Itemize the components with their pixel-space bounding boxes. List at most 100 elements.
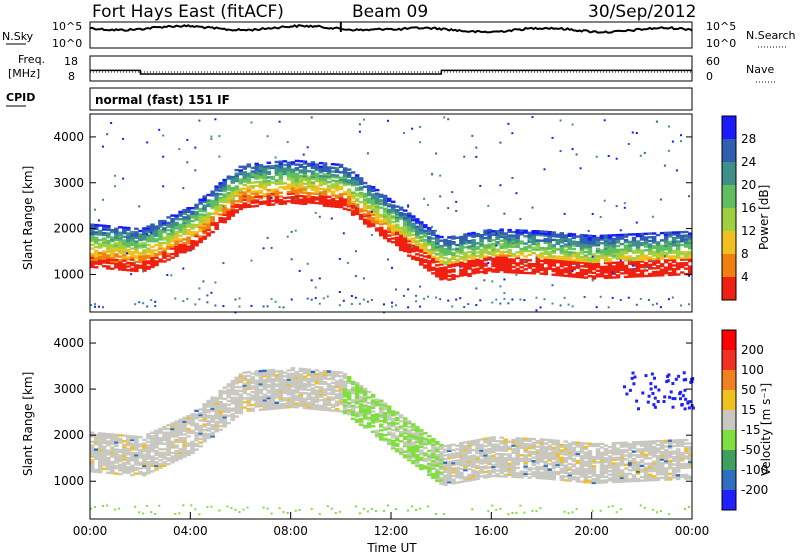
power-cell <box>495 254 500 256</box>
power-cell <box>166 253 171 255</box>
velocity-cell <box>355 506 357 508</box>
power-cell <box>580 269 585 271</box>
power-cell <box>572 305 574 307</box>
colorbar-tick-label: 12 <box>741 224 756 238</box>
power-cell <box>279 199 284 201</box>
velocity-cell <box>267 390 272 392</box>
velocity-cell <box>483 438 488 440</box>
velocity-cell <box>331 508 333 510</box>
power-cell <box>347 172 352 174</box>
power-cell <box>222 194 227 196</box>
velocity-cell <box>271 513 273 515</box>
velocity-cell <box>443 445 448 447</box>
velocity-cell <box>154 513 156 515</box>
power-cell <box>158 220 163 222</box>
power-cell <box>491 230 496 232</box>
velocity-cell <box>487 448 492 450</box>
power-cell <box>202 236 207 238</box>
velocity-cell <box>218 429 223 431</box>
date-title: 30/Sep/2012 <box>588 2 696 22</box>
power-cell <box>672 268 677 270</box>
power-cell <box>664 255 666 257</box>
velocity-cell <box>126 435 131 437</box>
power-cell <box>419 254 424 256</box>
power-cell <box>515 251 520 253</box>
power-cell <box>652 236 657 238</box>
power-cell <box>532 230 537 232</box>
power-cell <box>487 258 489 260</box>
power-cell <box>648 240 653 242</box>
power-cell <box>532 247 537 249</box>
power-cell <box>162 260 167 262</box>
power-cell <box>648 299 650 301</box>
power-cell <box>584 254 589 256</box>
velocity-cell <box>158 448 163 450</box>
power-cell <box>162 185 164 187</box>
velocity-cell <box>94 506 96 508</box>
power-cell <box>311 279 313 281</box>
power-cell <box>499 142 501 144</box>
velocity-cell <box>138 436 143 438</box>
power-cell <box>439 175 441 177</box>
velocity-cell <box>367 511 369 513</box>
power-cell <box>672 250 677 252</box>
power-cell <box>680 251 685 253</box>
power-cell <box>640 270 645 272</box>
power-cell <box>624 276 629 278</box>
velocity-cell <box>134 452 139 454</box>
power-cell <box>347 209 352 211</box>
power-cell <box>552 303 554 305</box>
power-cell <box>295 173 300 175</box>
power-cell <box>580 234 585 236</box>
freq-left-tick-top: 18 <box>64 55 78 68</box>
velocity-cell <box>263 370 268 372</box>
power-cell <box>459 266 461 268</box>
power-cell <box>471 269 476 271</box>
power-cell <box>544 267 549 269</box>
velocity-cell <box>126 466 131 468</box>
velocity-cell <box>399 425 404 427</box>
velocity-cell <box>435 446 440 448</box>
power-cell <box>656 121 658 123</box>
power-cell <box>668 150 670 152</box>
velocity-cell <box>443 462 448 464</box>
velocity-cell <box>403 441 408 443</box>
power-cell <box>186 298 188 300</box>
power-cell <box>515 192 517 194</box>
velocity-cell <box>415 509 417 511</box>
velocity-cell <box>102 468 107 470</box>
power-cell <box>150 249 155 251</box>
power-cell <box>263 247 265 249</box>
velocity-cell <box>90 441 95 443</box>
power-cell <box>399 212 404 214</box>
power-cell <box>174 214 179 216</box>
station-title: Fort Hays East (fitACF) <box>92 2 284 22</box>
power-cell <box>335 200 340 202</box>
power-cell <box>251 122 253 124</box>
power-cell <box>435 264 440 266</box>
power-cell <box>435 153 437 155</box>
noise-right-tick-bottom: 10^0 <box>706 37 736 50</box>
velocity-cell <box>267 508 269 510</box>
power-cell <box>415 253 420 255</box>
power-cell <box>355 193 360 195</box>
power-cell <box>660 245 665 247</box>
velocity-cell <box>90 459 95 461</box>
velocity-cell <box>479 459 484 461</box>
power-cell <box>283 186 288 188</box>
power-cell <box>572 252 577 254</box>
power-cell <box>214 282 216 284</box>
velocity-cell <box>351 418 356 420</box>
power-cell <box>90 244 95 246</box>
power-cell <box>351 177 356 179</box>
power-cell <box>114 253 119 255</box>
velocity-cell <box>495 444 500 446</box>
power-cell <box>680 140 682 142</box>
power-cell <box>327 296 329 298</box>
velocity-cell <box>427 505 429 507</box>
power-cell <box>459 236 464 238</box>
power-cell <box>247 204 252 206</box>
power-cell <box>656 303 658 305</box>
power-cell <box>283 200 288 202</box>
power-cell <box>648 256 653 258</box>
